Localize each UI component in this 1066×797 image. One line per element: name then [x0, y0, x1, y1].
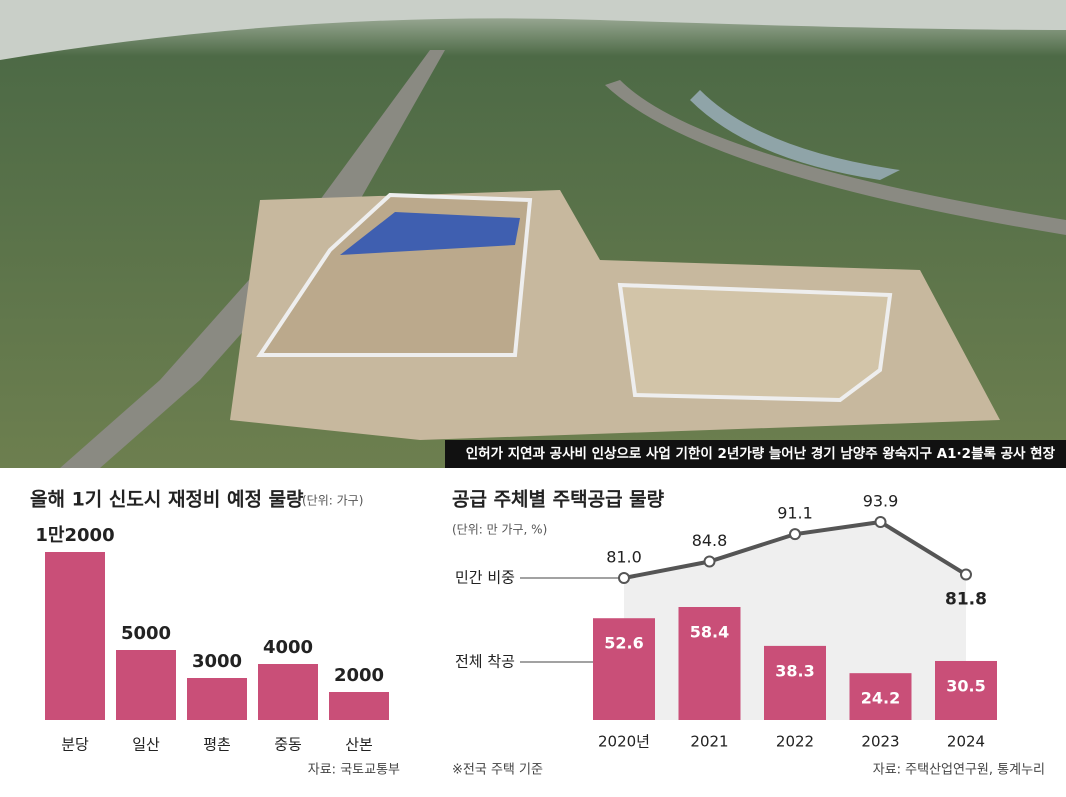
value-label: 52.6	[604, 634, 643, 653]
value-label: 81.0	[606, 548, 642, 567]
x-tick-label: 2022	[776, 733, 814, 751]
chart-subtitle: (단위: 만 가구, %)	[452, 523, 547, 537]
photo: 인허가 지연과 공사비 인상으로 사업 기한이 2년가량 늘어난 경기 남양주 …	[0, 0, 1066, 468]
note: ※전국 주택 기준	[452, 763, 543, 778]
photo-highway	[605, 80, 1066, 235]
value-label: 30.5	[946, 676, 985, 695]
value-label: 1만2000	[35, 525, 114, 546]
value-label: 3000	[192, 651, 242, 672]
legend-label: 민간 비중	[455, 569, 515, 587]
line-point	[703, 555, 716, 568]
bar	[764, 645, 826, 720]
value-label: 24.2	[861, 689, 900, 708]
line-point	[874, 516, 887, 528]
value-label: 93.9	[863, 492, 899, 511]
value-label: 4000	[263, 637, 313, 658]
chart-title: 올해 1기 신도시 재정비 예정 물량	[30, 489, 304, 511]
value-label: 91.1	[777, 504, 813, 523]
x-tick-label: 2021	[690, 733, 728, 751]
chart-title: 공급 주체별 주택공급 물량	[452, 489, 665, 511]
source: 자료: 국토교통부	[308, 763, 400, 778]
x-tick-label: 2023	[861, 733, 899, 751]
bar	[849, 673, 912, 720]
photo-horizon	[0, 0, 1066, 60]
value-label: 84.8	[692, 531, 728, 550]
line-point	[960, 568, 972, 581]
x-tick-label: 2024	[947, 733, 985, 751]
line-point	[618, 572, 630, 584]
value-label: 2000	[334, 665, 384, 686]
bar	[678, 607, 741, 720]
line-point	[789, 528, 801, 541]
photo-caption: 인허가 지연과 공사비 인상으로 사업 기한이 2년가량 늘어난 경기 남양주 …	[466, 445, 1056, 462]
x-tick-label: 분당	[61, 736, 89, 754]
source: 자료: 주택산업연구원, 통계누리	[873, 763, 1045, 778]
value-label: 81.8	[945, 590, 987, 610]
x-tick-label: 산본	[345, 736, 373, 754]
chart-subtitle: (단위: 가구)	[302, 494, 363, 508]
photo-blue-wall	[340, 212, 520, 255]
x-tick-label: 평촌	[203, 736, 231, 754]
value-label: 38.3	[775, 661, 814, 680]
value-label: 58.4	[690, 623, 729, 642]
bar	[593, 618, 655, 720]
photo-river	[690, 90, 900, 180]
bar	[935, 660, 997, 720]
photo-road	[60, 50, 445, 468]
legend-label: 전체 착공	[455, 653, 515, 671]
bar	[187, 678, 247, 720]
x-tick-label: 2020년	[598, 733, 650, 751]
x-tick-label: 중동	[274, 736, 302, 754]
bar	[45, 552, 105, 720]
photo-pit-a2	[617, 282, 893, 403]
caption-bar	[445, 440, 1066, 468]
bar	[258, 664, 318, 720]
bar	[329, 692, 389, 720]
x-tick-label: 일산	[132, 736, 160, 754]
bar	[116, 650, 176, 720]
value-label: 5000	[121, 623, 171, 644]
